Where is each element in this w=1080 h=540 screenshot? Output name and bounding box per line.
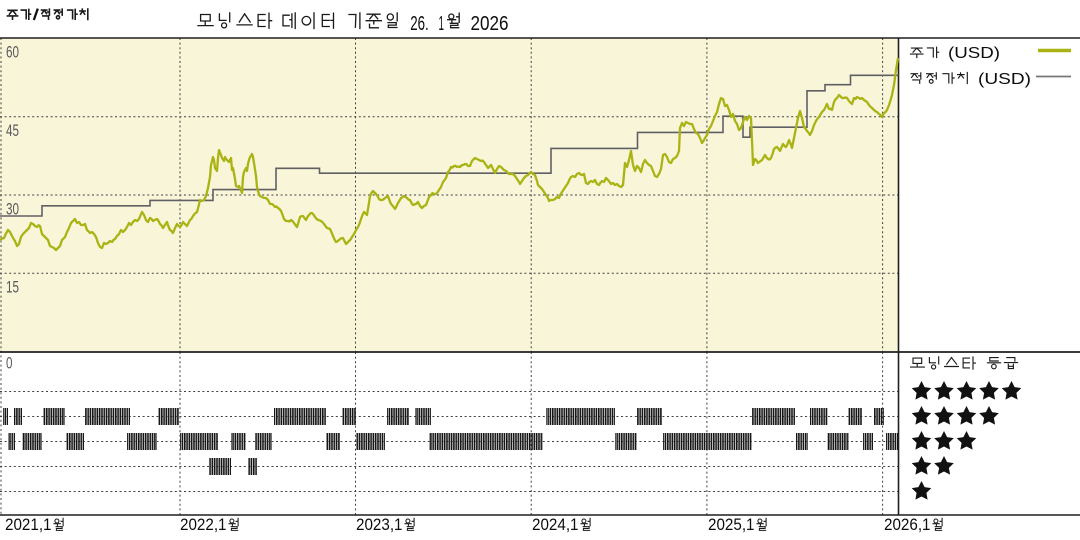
svg-text:30: 30 [6, 199, 19, 218]
svg-text:45: 45 [6, 121, 19, 140]
svg-text:60: 60 [6, 42, 19, 61]
svg-text:2022,1: 2022,1 [180, 516, 227, 534]
svg-text:2021,1: 2021,1 [5, 516, 52, 534]
svg-text:15: 15 [6, 278, 19, 297]
svg-text:26.: 26. [410, 13, 429, 35]
svg-text:2023,1: 2023,1 [356, 516, 403, 534]
svg-text:2024,1: 2024,1 [532, 516, 579, 534]
svg-text:0: 0 [6, 353, 13, 372]
svg-text:(USD): (USD) [948, 45, 1000, 62]
svg-text:(USD): (USD) [978, 71, 1031, 88]
svg-text:2026: 2026 [471, 13, 509, 35]
svg-text:2026,1: 2026,1 [884, 516, 931, 534]
svg-text:2025,1: 2025,1 [708, 516, 755, 534]
svg-text:1: 1 [439, 13, 445, 35]
